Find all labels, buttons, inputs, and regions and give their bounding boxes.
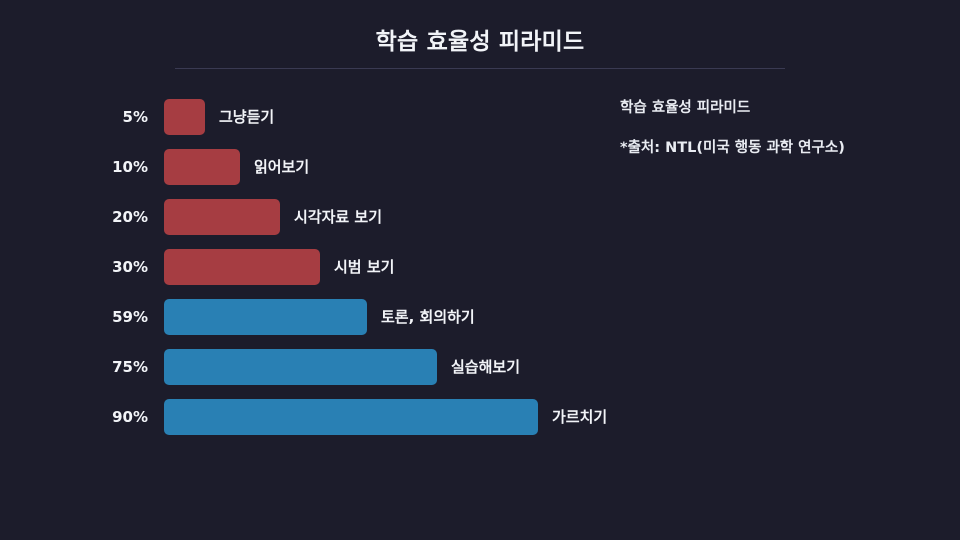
bar-segment xyxy=(164,249,320,285)
bar-row: 20% 시각자료 보기 xyxy=(0,199,960,249)
title-divider xyxy=(175,68,785,69)
page-title: 학습 효율성 피라미드 xyxy=(375,29,585,55)
bar-value-label: 20% xyxy=(112,208,148,226)
bar-category-label: 실습해보기 xyxy=(451,358,521,376)
bar-value-label: 90% xyxy=(112,408,148,426)
bar-value-label: 30% xyxy=(112,258,148,276)
source-note-line-2: *출처: NTL(미국 행동 과학 연구소) xyxy=(620,140,845,156)
bar-category-label: 시범 보기 xyxy=(334,258,395,276)
bar-row: 30% 시범 보기 xyxy=(0,249,960,299)
bar-segment xyxy=(164,349,437,385)
bar-segment xyxy=(164,199,280,235)
bar-category-label: 토론, 회의하기 xyxy=(381,308,475,326)
bar-segment xyxy=(164,149,240,185)
source-note: 학습 효율성 피라미드 *출처: NTL(미국 행동 과학 연구소) xyxy=(620,96,940,157)
bar-category-label: 그냥듣기 xyxy=(219,108,275,126)
bar-value-label: 5% xyxy=(122,108,148,126)
bar-chart: 5% 그냥듣기 10% 읽어보기 20% 시각자료 보기 30% 시범 보기 59% 토론, 회의… xyxy=(0,99,960,449)
bar-value-label: 10% xyxy=(112,158,148,176)
source-note-line-1: 학습 효율성 피라미드 xyxy=(620,100,751,116)
bar-row: 5% 그냥듣기 xyxy=(0,99,960,149)
bar-category-label: 시각자료 보기 xyxy=(294,208,383,226)
bar-segment xyxy=(164,399,538,435)
bar-value-label: 75% xyxy=(112,358,148,376)
bar-category-label: 가르치기 xyxy=(552,408,608,426)
bar-row: 90% 가르치기 xyxy=(0,399,960,449)
bar-row: 10% 읽어보기 xyxy=(0,149,960,199)
bar-segment xyxy=(164,99,205,135)
bar-segment xyxy=(164,299,367,335)
bar-value-label: 59% xyxy=(112,308,148,326)
bar-category-label: 읽어보기 xyxy=(254,158,310,176)
bar-row: 59% 토론, 회의하기 xyxy=(0,299,960,349)
bar-row: 75% 실습해보기 xyxy=(0,349,960,399)
